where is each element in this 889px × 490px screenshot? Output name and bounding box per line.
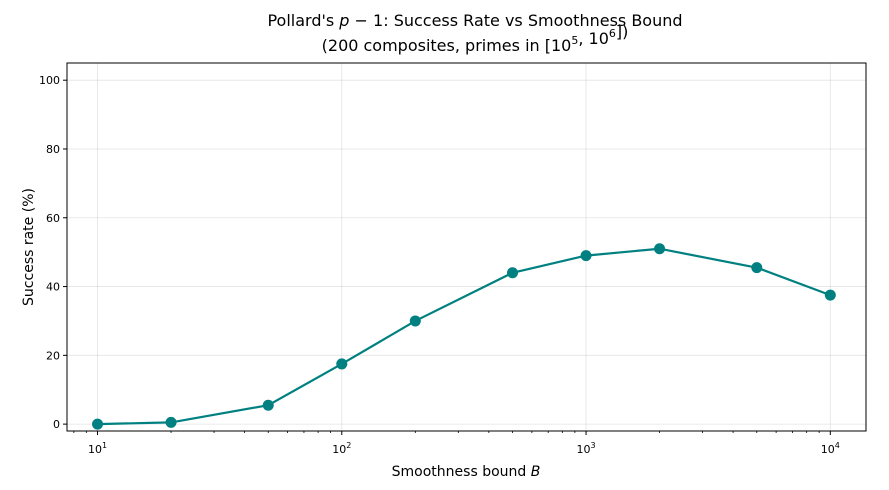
series-group (92, 243, 836, 430)
data-point (507, 267, 519, 279)
plot-frame (66, 62, 867, 432)
data-point (92, 418, 104, 430)
x-axis: 101 102 103 104 (73, 431, 840, 456)
data-point (580, 250, 592, 262)
x-tick-label: 103 (576, 441, 595, 456)
y-tick-label: 80 (46, 143, 60, 156)
data-point (409, 315, 421, 327)
series-line (97, 247, 831, 426)
chart-title-line2: (200 composites, primes in [105, 106]) (322, 22, 629, 55)
y-tick-label: 0 (53, 418, 60, 431)
y-axis: 0 20 40 60 80 100 (39, 74, 67, 431)
data-point (165, 416, 177, 428)
data-point (654, 243, 666, 255)
data-point (262, 399, 274, 411)
x-axis-label: Smoothness bound B (392, 464, 541, 480)
chart-title-line1: Pollard's p − 1: Success Rate vs Smoothn… (267, 11, 682, 30)
y-tick-label: 20 (46, 349, 60, 362)
x-tick-label: 101 (88, 441, 107, 456)
y-tick-label: 60 (46, 212, 60, 225)
x-tick-label: 102 (332, 441, 351, 456)
y-tick-label: 40 (46, 281, 60, 294)
data-point (336, 358, 348, 370)
y-tick-label: 100 (39, 74, 60, 87)
x-tick-label: 104 (821, 441, 840, 456)
data-point (824, 289, 836, 301)
y-axis-label: Success rate (%) (21, 188, 37, 306)
data-point (751, 262, 763, 274)
grid (67, 63, 866, 431)
